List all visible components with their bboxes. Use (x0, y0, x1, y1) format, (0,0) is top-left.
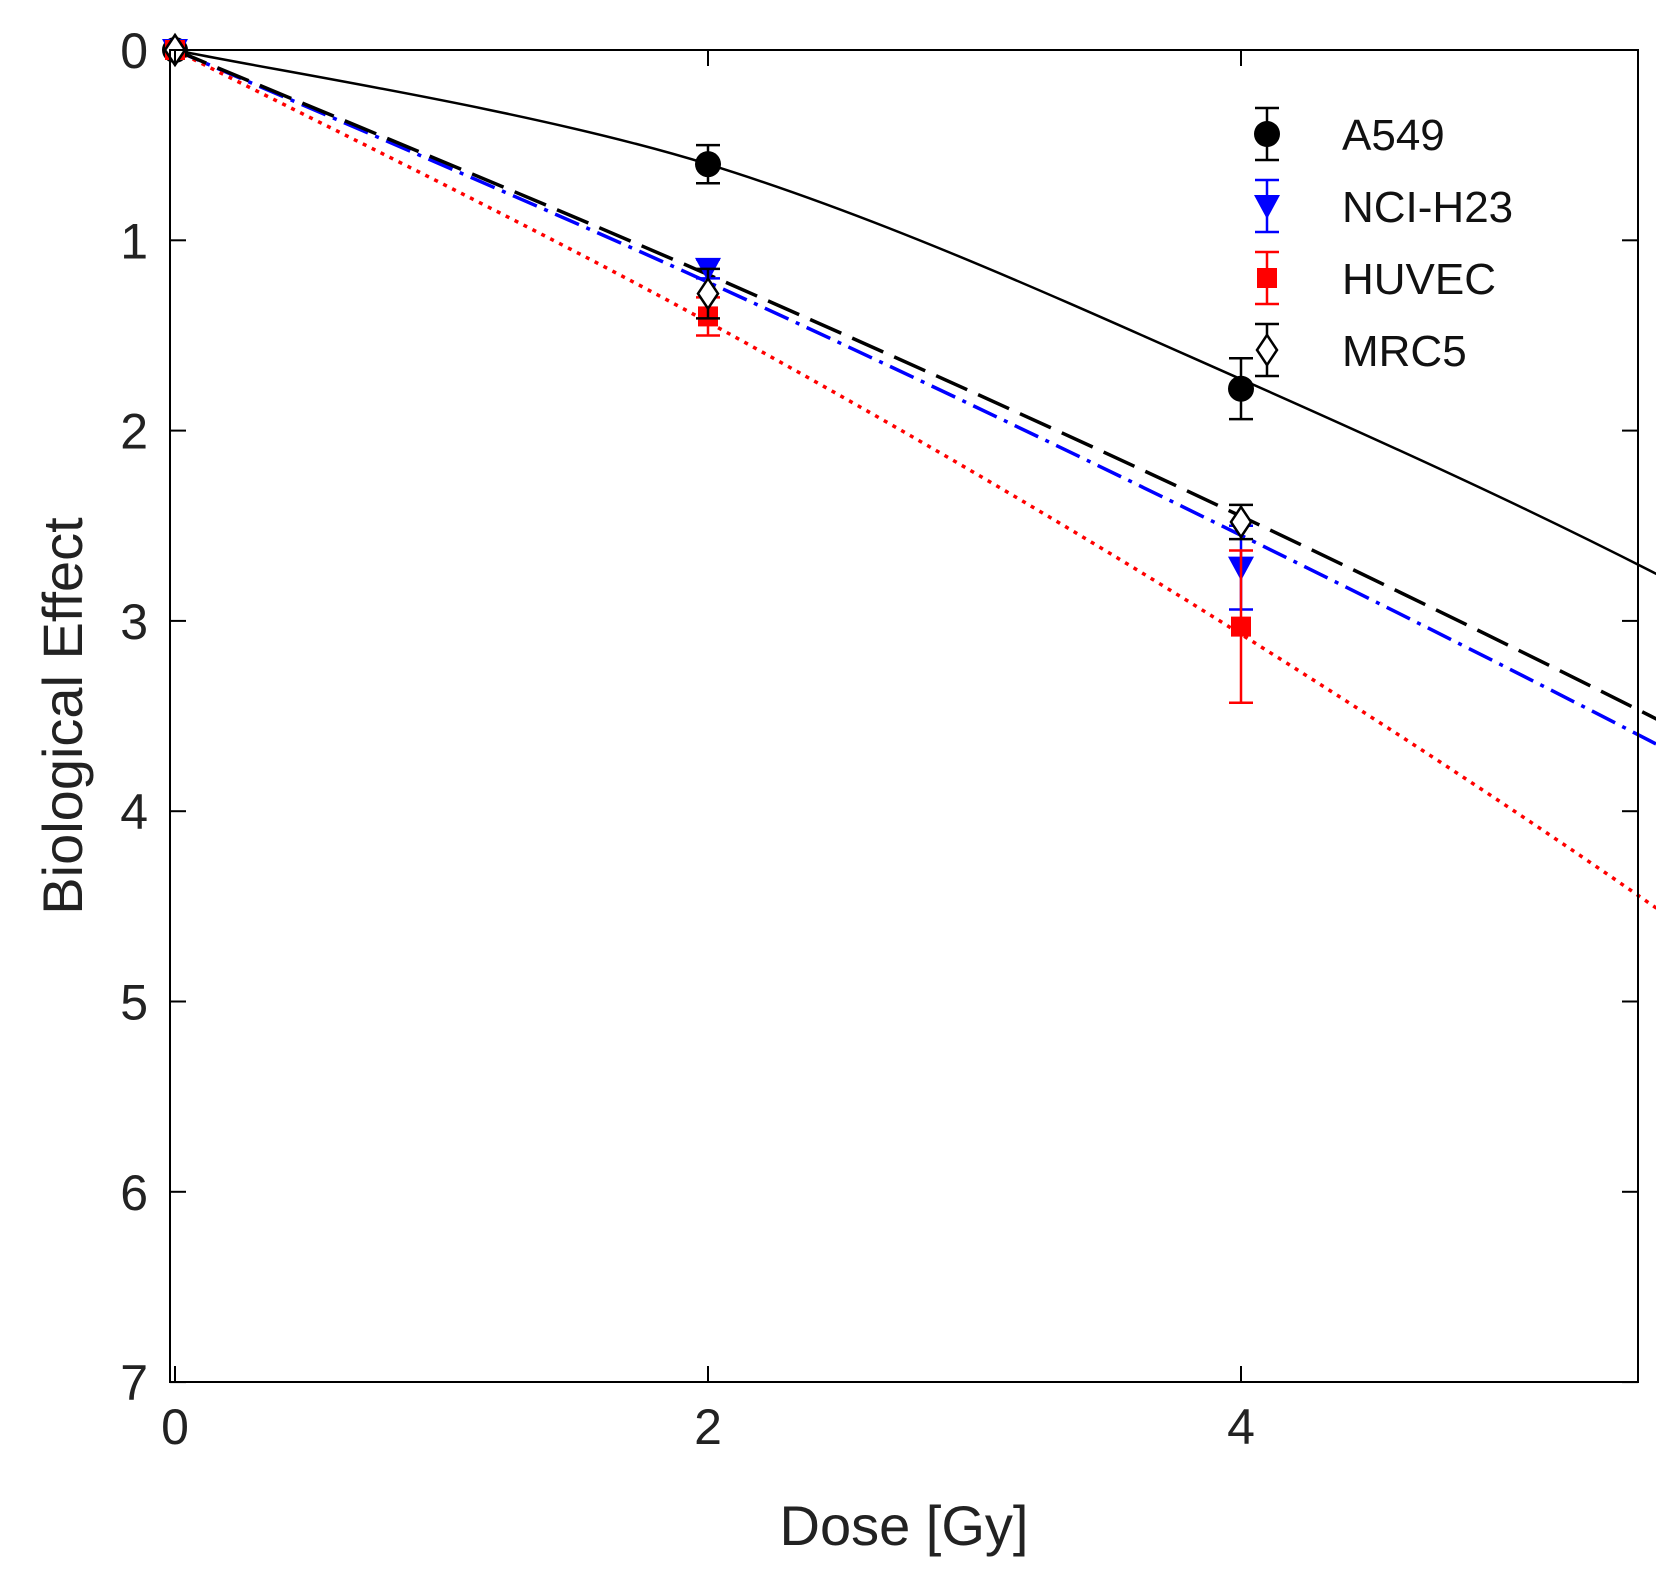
y-tick-label: 3 (120, 594, 148, 650)
plot-frame (169, 49, 1639, 1383)
legend: A549 NCI-H23 HUVEC MRC5 (1254, 106, 1513, 378)
point-huvec (1229, 549, 1253, 704)
x-tick-label: 0 (161, 1399, 189, 1455)
legend-item-a549: A549 (1254, 106, 1445, 162)
legend-item-huvec: HUVEC (1255, 250, 1496, 306)
fit-line-mrc5 (174, 48, 1656, 721)
legend-marker (1254, 121, 1280, 147)
y-tick-label: 2 (120, 404, 148, 460)
x-axis-title: Dose [Gy] (780, 1494, 1029, 1557)
legend-marker (1255, 332, 1279, 368)
legend-item-nci-h23: NCI-H23 (1254, 178, 1513, 234)
point-a549 (1228, 357, 1254, 421)
y-axis-title: Biological Effect (31, 517, 94, 915)
point-mrc5 (1229, 503, 1253, 541)
fit-line-nci-h23 (174, 48, 1656, 746)
legend-label: A549 (1342, 111, 1445, 160)
legend-label: MRC5 (1342, 327, 1467, 376)
point-marker (695, 151, 721, 178)
y-tick-label: 5 (120, 975, 148, 1031)
plot-background (170, 50, 1638, 1382)
legend-marker (1257, 268, 1277, 288)
legend-label: NCI-H23 (1342, 183, 1513, 232)
point-mrc5 (696, 267, 720, 320)
y-tick-label: 6 (120, 1165, 148, 1221)
point-marker (696, 276, 720, 311)
y-tick-label: 7 (120, 1355, 148, 1411)
point-marker (1228, 375, 1254, 402)
point-marker (1229, 504, 1253, 540)
point-a549 (695, 143, 721, 185)
x-tick-label: 2 (694, 1399, 722, 1455)
point-marker (1231, 616, 1251, 637)
x-tick-label: 4 (1227, 1399, 1255, 1455)
legend-item-mrc5: MRC5 (1255, 322, 1467, 378)
y-tick-label: 0 (120, 23, 148, 79)
axis-ticks: 024681001234567 (120, 23, 1638, 1455)
y-tick-label: 4 (120, 784, 148, 840)
legend-label: HUVEC (1342, 255, 1496, 304)
y-tick-label: 1 (120, 213, 148, 269)
legend-marker (1254, 195, 1280, 219)
